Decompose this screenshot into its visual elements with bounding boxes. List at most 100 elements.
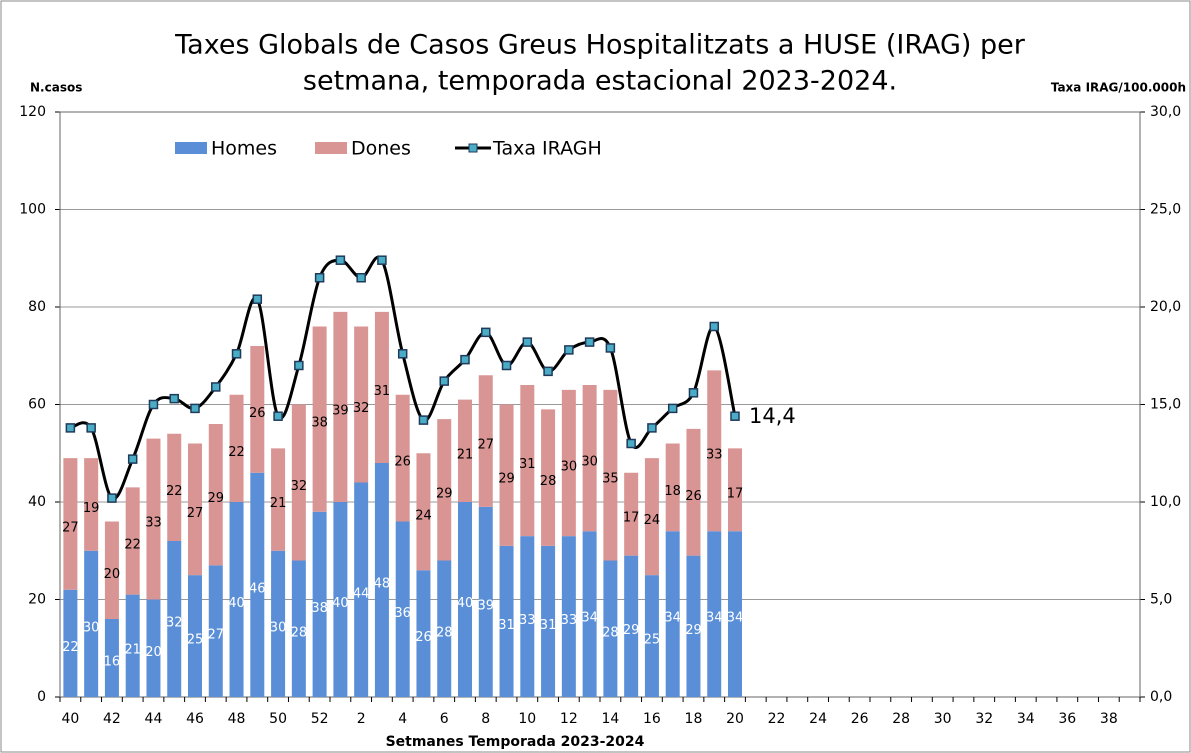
bar <box>208 424 223 566</box>
bar-value-label: 17 <box>623 511 640 526</box>
line <box>69 255 737 501</box>
bar <box>728 531 742 697</box>
y2-tick-label: 25,0 <box>1150 202 1181 218</box>
bar-value-label: 27 <box>187 506 204 521</box>
bar-value-label: 31 <box>519 457 536 472</box>
bar <box>125 594 140 697</box>
y2-tick-label: 10,0 <box>1150 494 1181 510</box>
x-tick-label: 34 <box>1017 711 1035 727</box>
legend-swatch <box>315 142 347 154</box>
bar <box>271 448 286 551</box>
bar-value-label: 22 <box>228 445 245 460</box>
bar <box>437 560 452 697</box>
bar <box>499 545 514 697</box>
legend-swatch <box>468 143 478 153</box>
bar <box>374 311 389 463</box>
y2-tick-label: 30,0 <box>1150 104 1181 120</box>
bar <box>146 438 161 600</box>
bar-value-label: 24 <box>415 508 432 523</box>
x-tick-label: 16 <box>643 711 661 727</box>
bar-value-label: 31 <box>498 618 515 633</box>
bar-value-label: 29 <box>685 623 702 638</box>
bar-value-label: 40 <box>228 596 245 611</box>
bar-value-label: 28 <box>540 474 557 489</box>
line-marker <box>335 255 346 265</box>
bar-value-label: 28 <box>436 625 453 640</box>
y-tick-label: 0 <box>37 689 46 705</box>
bar-value-label: 27 <box>62 520 79 535</box>
bar-value-label: 22 <box>124 538 141 553</box>
bar-value-label: 29 <box>623 623 640 638</box>
bar <box>728 448 742 532</box>
line-marker <box>107 493 117 503</box>
bar <box>665 443 680 532</box>
line-marker <box>543 366 553 377</box>
bar-value-label: 21 <box>124 642 141 657</box>
bar-value-label: 21 <box>270 496 287 511</box>
bar <box>271 550 286 697</box>
bar <box>686 428 701 556</box>
x-tick-label: 20 <box>726 711 744 727</box>
x-tick-label: 46 <box>186 711 204 727</box>
bar-value-label: 33 <box>706 447 723 462</box>
bar-value-label: 26 <box>685 489 702 504</box>
bar-value-label: 35 <box>602 472 619 487</box>
x-tick-label: 2 <box>357 711 366 727</box>
bar <box>520 385 535 537</box>
bar <box>603 389 618 561</box>
bar-value-label: 20 <box>145 645 162 660</box>
bar <box>146 599 161 697</box>
bar-value-label: 27 <box>477 438 494 453</box>
bar-value-label: 46 <box>249 581 266 596</box>
bar-value-label: 39 <box>332 403 349 418</box>
line-marker <box>584 337 595 347</box>
bar <box>624 555 639 697</box>
bar <box>84 458 99 551</box>
line-marker <box>709 321 719 332</box>
bar <box>458 399 472 502</box>
line-marker <box>667 403 678 414</box>
bar <box>416 453 431 571</box>
x-tick-label: 36 <box>1058 711 1076 727</box>
line-marker <box>127 454 138 464</box>
bar <box>333 311 348 502</box>
bar <box>374 463 389 697</box>
bar-value-label: 19 <box>83 501 100 516</box>
bar <box>167 541 182 697</box>
x-axis-label: Setmanes Temporada 2023-2024 <box>386 734 645 750</box>
bar <box>104 619 119 697</box>
bar-value-label: 26 <box>394 455 411 470</box>
y-tick-label: 80 <box>28 299 46 315</box>
x-tick-label: 18 <box>685 711 703 727</box>
bar-value-label: 34 <box>706 611 723 626</box>
bar-value-label: 32 <box>353 401 370 416</box>
x-tick-label: 44 <box>145 711 163 727</box>
line-marker <box>211 382 221 392</box>
bar <box>188 575 202 697</box>
bar-value-label: 31 <box>374 384 391 399</box>
legend-label: Dones <box>351 138 411 160</box>
line-marker <box>647 423 657 433</box>
y-tick-label: 60 <box>28 397 46 413</box>
bar <box>312 511 327 697</box>
x-tick-label: 38 <box>1100 711 1118 727</box>
bar <box>437 419 452 561</box>
bar-value-label: 22 <box>166 484 183 499</box>
bar-value-label: 44 <box>353 586 370 601</box>
bar <box>250 346 265 473</box>
bar-value-label: 24 <box>644 513 661 528</box>
bar-value-label: 28 <box>602 625 619 640</box>
line-marker <box>522 337 533 347</box>
y2-axis-label: Taxa IRAG/100.000h <box>1051 81 1186 95</box>
bar-value-label: 29 <box>207 491 224 506</box>
x-tick-label: 50 <box>269 711 287 727</box>
x-tick-label: 22 <box>768 711 786 727</box>
x-tick-label: 6 <box>440 711 449 727</box>
chart-title: setmana, temporada estacional 2023-2024. <box>303 66 897 97</box>
bar <box>582 531 597 697</box>
line-marker <box>605 343 616 353</box>
bar <box>499 404 514 546</box>
y2-tick-label: 20,0 <box>1150 299 1181 315</box>
bar <box>291 560 306 697</box>
